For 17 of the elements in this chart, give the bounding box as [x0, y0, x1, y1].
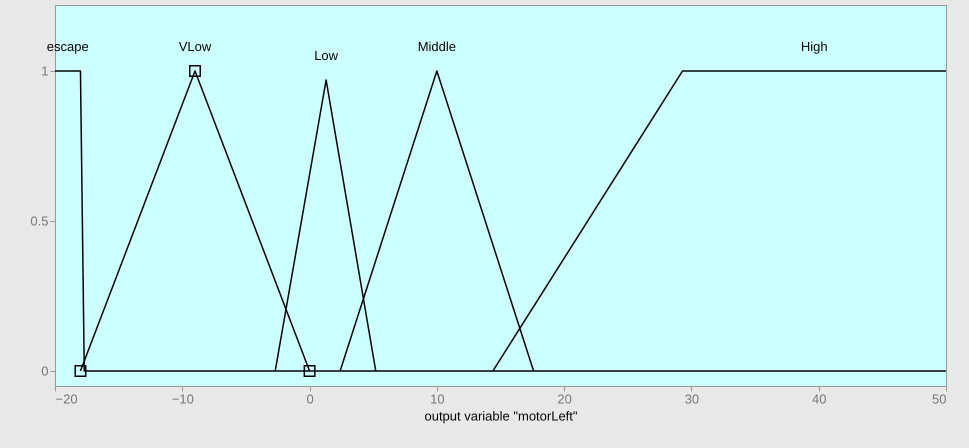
x-tick-label: 30 [684, 392, 700, 406]
y-tick-label: 1 [41, 64, 48, 78]
x-tick-label: 0 [306, 392, 314, 406]
y-tick-label: 0.5 [30, 214, 48, 228]
x-tick-label: 10 [430, 392, 445, 406]
x-tick-label: −20 [56, 392, 78, 406]
x-tick-label: 20 [557, 392, 572, 406]
series-label: escape [46, 39, 89, 54]
series-label: VLow [178, 39, 212, 54]
x-tick-label: 40 [812, 392, 826, 406]
series-label: Low [314, 48, 339, 63]
series-label: Middle [418, 39, 456, 54]
x-axis-title: output variable "motorLeft" [424, 408, 578, 424]
x-tick-label: 50 [932, 392, 946, 406]
series-label: High [800, 39, 828, 54]
y-tick-label: 0 [41, 364, 48, 378]
x-tick-label: −10 [172, 392, 194, 406]
